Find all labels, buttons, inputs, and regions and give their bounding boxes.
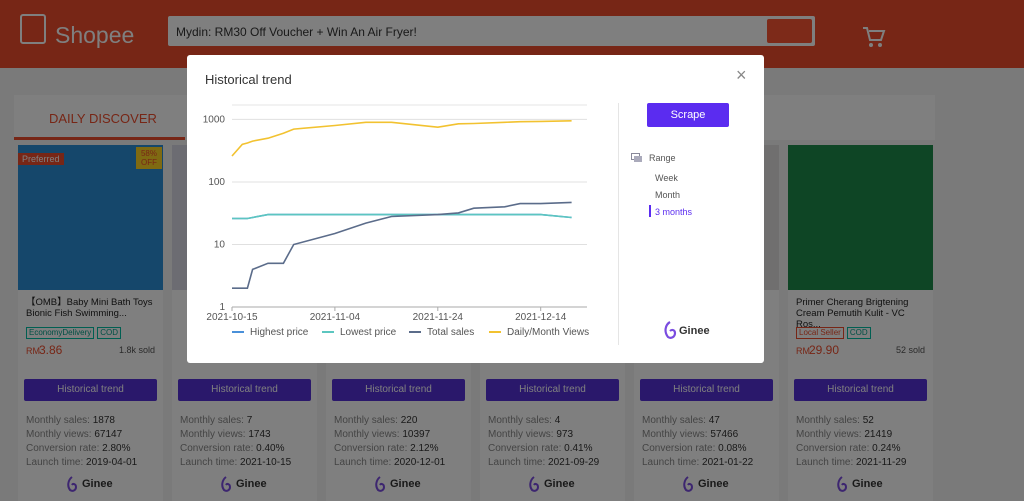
legend-label: Total sales <box>427 327 474 338</box>
series-line <box>232 201 572 289</box>
x-tick-label: 2021-10-15 <box>206 312 258 323</box>
y-tick-label: 1 <box>219 302 225 313</box>
x-tick-label: 2021-11-24 <box>413 312 464 323</box>
brand: Ginee <box>679 325 710 337</box>
legend-label: Lowest price <box>340 327 397 338</box>
brand-icon <box>664 321 677 339</box>
series-line <box>231 120 572 157</box>
divider <box>618 103 619 345</box>
y-tick-label: 1000 <box>203 114 226 125</box>
range-icon <box>631 153 642 162</box>
range-label: Range <box>649 153 676 163</box>
x-tick-label: 2021-12-14 <box>515 312 567 323</box>
modal: Historical trend × 1 10 100 1000 2021-10-15 2… <box>187 55 764 363</box>
y-tick-label: 10 <box>214 239 226 250</box>
modal-title: Historical trend <box>205 72 292 87</box>
legend-label: Daily/Month Views <box>507 327 589 338</box>
close-button[interactable]: × <box>736 65 747 85</box>
range-option[interactable]: Month <box>655 190 681 200</box>
range-option[interactable]: 3 months <box>655 207 693 217</box>
scrape-button[interactable]: Scrape <box>647 103 729 127</box>
range-indicator <box>649 205 651 217</box>
x-tick-label: 2021-11-04 <box>310 312 361 323</box>
y-tick-label: 100 <box>208 177 225 188</box>
range-option[interactable]: Week <box>655 173 678 183</box>
legend-label: Highest price <box>250 327 309 338</box>
series-line <box>232 213 572 220</box>
chart: 1 10 100 1000 2021-10-15 2021-11-04 2021-11-24… <box>203 104 589 338</box>
